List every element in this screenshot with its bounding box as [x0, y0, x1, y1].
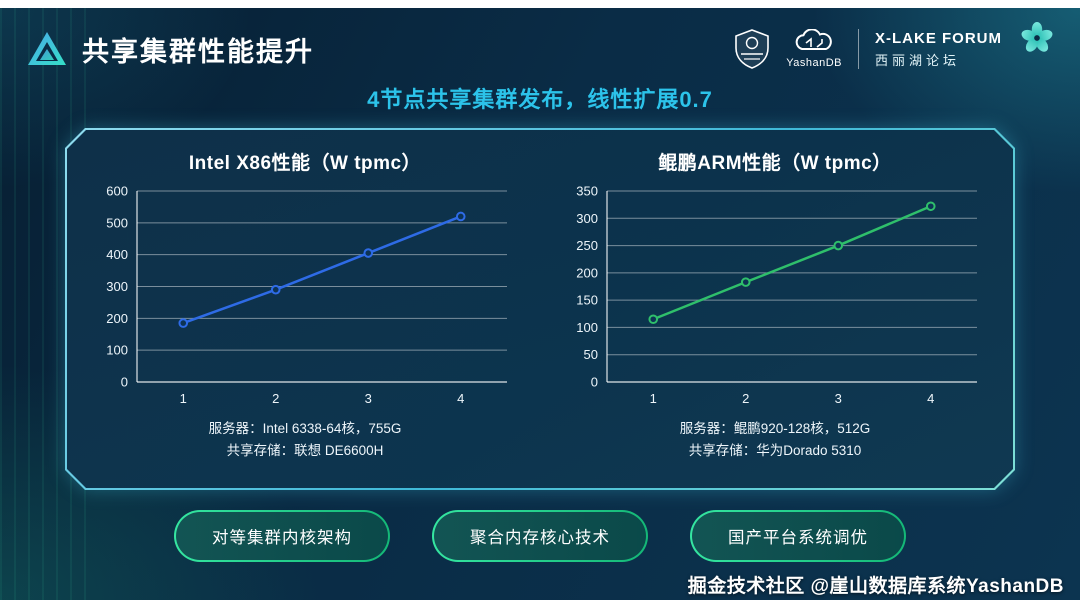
svg-text:1: 1 — [650, 391, 657, 406]
intel-chart-captions: 服务器：Intel 6338-64核，755G 共享存储：联想 DE6600H — [209, 418, 402, 461]
intel-x86-line-chart: 0 100 200 300 400 500 600 1 2 3 4 — [85, 179, 525, 414]
arm-server-caption: 服务器：鲲鹏920-128核，512G — [679, 421, 871, 436]
kunpeng-arm-chart-block: 鲲鹏ARM性能（W tpmc） 0 50 100 150 200 250 300 350 1 2 3… — [545, 148, 1005, 490]
svg-text:3: 3 — [835, 391, 842, 406]
svg-text:200: 200 — [576, 265, 598, 280]
arm-chart-captions: 服务器：鲲鹏920-128核，512G 共享存储：华为Dorado 5310 — [680, 418, 871, 461]
svg-text:400: 400 — [106, 247, 128, 262]
page-title: 共享集群性能提升 — [82, 36, 314, 67]
cloud-icon — [795, 29, 832, 50]
pill-domestic-platform-tuning: 国产平台系统调优 — [690, 510, 906, 562]
intel-server-caption: 服务器：Intel 6338-64核，755G — [208, 421, 402, 436]
pill-aggregated-memory-tech: 聚合内存核心技术 — [432, 510, 648, 562]
header: 共享集群性能提升 YashanDB — [0, 8, 1080, 70]
slide: 共享集群性能提升 YashanDB — [0, 8, 1080, 600]
svg-text:2: 2 — [742, 391, 749, 406]
flower-icon — [1020, 21, 1054, 60]
forum-subtitle: 西丽湖论坛 — [875, 52, 961, 68]
svg-text:2: 2 — [272, 391, 279, 406]
svg-text:0: 0 — [591, 375, 598, 390]
svg-text:200: 200 — [106, 311, 128, 326]
forum-title: X-LAKE FORUM — [875, 29, 1002, 47]
feature-pills-row: 对等集群内核架构 聚合内存核心技术 国产平台系统调优 — [0, 510, 1080, 562]
triangle-logo-icon — [26, 30, 68, 68]
svg-text:0: 0 — [121, 375, 128, 390]
svg-text:100: 100 — [106, 343, 128, 358]
svg-text:250: 250 — [576, 238, 598, 253]
svg-text:1: 1 — [180, 391, 187, 406]
svg-text:4: 4 — [457, 391, 464, 406]
svg-text:350: 350 — [576, 184, 598, 199]
svg-text:500: 500 — [106, 215, 128, 230]
chart-panel: Intel X86性能（W tpmc） 0 100 200 300 400 500 600 1… — [65, 128, 1015, 490]
arm-chart-title: 鲲鹏ARM性能（W tpmc） — [658, 153, 892, 174]
yashandb-label: YashanDB — [786, 57, 842, 69]
pill-peer-cluster-kernel: 对等集群内核架构 — [174, 510, 390, 562]
svg-text:150: 150 — [576, 293, 598, 308]
arm-storage-caption: 共享存储：华为Dorado 5310 — [688, 442, 862, 458]
kunpeng-arm-line-chart: 0 50 100 150 200 250 300 350 1 2 3 4 — [555, 179, 995, 414]
intel-chart-title: Intel X86性能（W tpmc） — [188, 153, 422, 174]
svg-text:3: 3 — [365, 391, 372, 406]
svg-text:300: 300 — [576, 211, 598, 226]
svg-text:100: 100 — [576, 320, 598, 335]
subtitle-row: 4节点共享集群发布，线性扩展0.7 — [0, 82, 1080, 114]
svg-text:300: 300 — [106, 279, 128, 294]
forum-logo: X-LAKE FORUM 西丽湖论坛 — [875, 30, 1002, 69]
university-crest-icon — [734, 28, 770, 70]
svg-text:4: 4 — [927, 391, 934, 406]
yashandb-logo: YashanDB — [786, 29, 842, 69]
intel-storage-caption: 共享存储：联想 DE6600H — [226, 442, 384, 458]
watermark: 掘金技术社区 @崖山数据库系统YashanDB — [687, 576, 1064, 597]
panel-content: Intel X86性能（W tpmc） 0 100 200 300 400 500 600 1… — [65, 128, 1015, 490]
svg-text:600: 600 — [106, 184, 128, 199]
intel-x86-chart-block: Intel X86性能（W tpmc） 0 100 200 300 400 500 600 1… — [75, 148, 535, 490]
header-logos: YashanDB X-LAKE FORUM 西丽湖论坛 — [734, 21, 1054, 70]
svg-text:50: 50 — [584, 347, 598, 362]
subtitle: 4节点共享集群发布，线性扩展0.7 — [367, 87, 713, 112]
logo-divider — [858, 29, 859, 69]
